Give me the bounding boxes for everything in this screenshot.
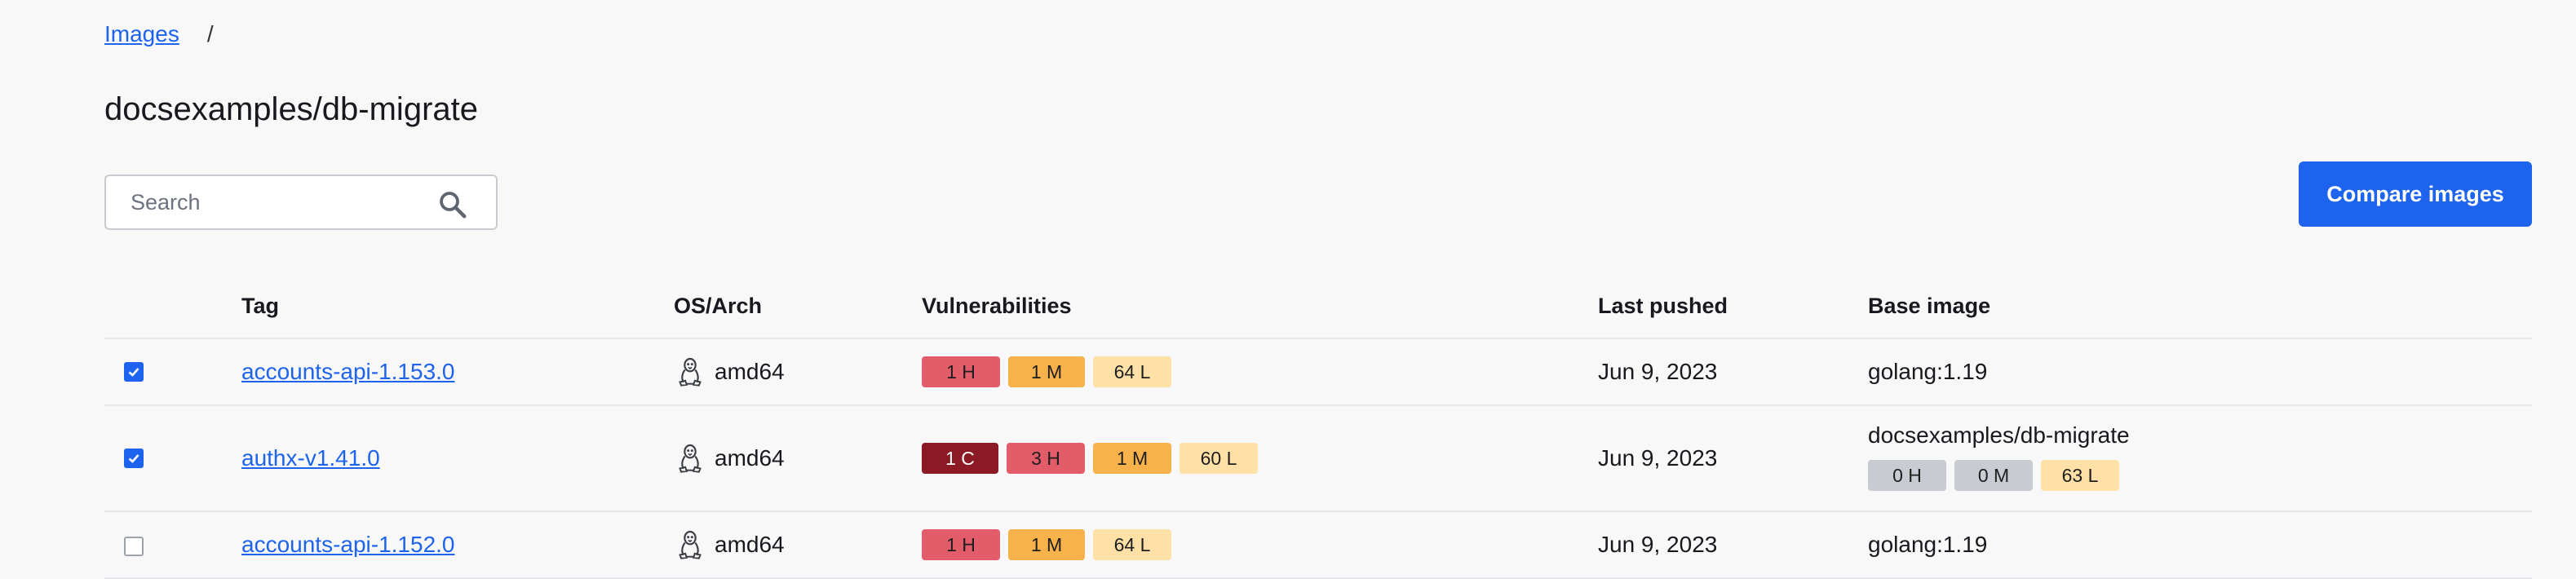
vulnerability-badges: 1 C 3 H 1 M 60 L — [922, 443, 1266, 474]
high-severity-badge: 1 H — [922, 356, 1000, 387]
medium-severity-badge: 0 M — [1954, 460, 2033, 491]
base-image-name: golang:1.19 — [1868, 532, 1988, 557]
high-severity-badge: 0 H — [1868, 460, 1946, 491]
base-image-name: golang:1.19 — [1868, 359, 1988, 384]
last-pushed-date: Jun 9, 2023 — [1598, 532, 1718, 557]
critical-severity-badge: 1 C — [922, 443, 998, 474]
compare-images-button[interactable]: Compare images — [2299, 161, 2532, 227]
tag-link[interactable]: accounts-api-1.153.0 — [241, 359, 455, 384]
search-icon[interactable] — [437, 189, 468, 220]
tag-link[interactable]: authx-v1.41.0 — [241, 445, 380, 471]
column-header-base-image: Base image — [1868, 294, 1991, 318]
search-box — [104, 175, 498, 230]
base-image-vulnerability-badges: 0 H 0 M 63 L — [1868, 460, 2127, 491]
page-title: docsexamples/db-migrate — [104, 91, 478, 127]
column-header-os-arch: OS/Arch — [674, 294, 763, 318]
os-arch: amd64 — [674, 356, 785, 388]
low-severity-badge: 60 L — [1180, 443, 1258, 474]
column-header-tag[interactable]: Tag — [241, 294, 279, 318]
tag-link[interactable]: accounts-api-1.152.0 — [241, 532, 455, 557]
breadcrumb-images-link[interactable]: Images — [104, 21, 179, 46]
table-row: accounts-api-1.153.0 amd64 1 H 1 M 64 L … — [104, 339, 2532, 406]
medium-severity-badge: 1 M — [1093, 443, 1171, 474]
high-severity-badge: 3 H — [1007, 443, 1085, 474]
checkmark-icon — [128, 368, 139, 377]
column-header-vulnerabilities: Vulnerabilities — [922, 294, 1072, 318]
table-header: Tag OS/Arch Vulnerabilities Last pushed … — [104, 277, 2532, 339]
linux-icon — [679, 444, 702, 473]
last-pushed-date: Jun 9, 2023 — [1598, 445, 1718, 471]
arch-label: amd64 — [715, 445, 785, 471]
low-severity-badge: 64 L — [1093, 356, 1171, 387]
tags-table: Tag OS/Arch Vulnerabilities Last pushed … — [104, 277, 2532, 579]
checkmark-icon — [128, 454, 139, 463]
breadcrumb-separator: / — [206, 21, 214, 46]
linux-icon — [679, 530, 702, 559]
high-severity-badge: 1 H — [922, 529, 1000, 560]
row-checkbox[interactable] — [124, 537, 144, 556]
arch-label: amd64 — [715, 359, 785, 384]
row-checkbox[interactable] — [124, 362, 144, 382]
checkbox-unchecked[interactable] — [124, 537, 144, 556]
breadcrumb: Images / — [104, 21, 214, 47]
base-image-name: docsexamples/db-migrate — [1868, 422, 2130, 448]
row-checkbox[interactable] — [124, 449, 144, 468]
os-arch: amd64 — [674, 528, 785, 561]
checkbox-checked[interactable] — [124, 449, 144, 468]
column-header-last-pushed[interactable]: Last pushed — [1598, 294, 1728, 318]
last-pushed-date: Jun 9, 2023 — [1598, 359, 1718, 384]
arch-label: amd64 — [715, 532, 785, 557]
low-severity-badge: 64 L — [1093, 529, 1171, 560]
vulnerability-badges: 1 H 1 M 64 L — [922, 356, 1180, 387]
checkbox-checked[interactable] — [124, 362, 144, 382]
low-severity-badge: 63 L — [2041, 460, 2119, 491]
search-input[interactable] — [106, 188, 426, 216]
linux-icon — [679, 357, 702, 387]
os-arch: amd64 — [674, 442, 785, 475]
medium-severity-badge: 1 M — [1008, 356, 1085, 387]
vulnerability-badges: 1 H 1 M 64 L — [922, 529, 1180, 560]
medium-severity-badge: 1 M — [1008, 529, 1085, 560]
table-row: authx-v1.41.0 amd64 1 C 3 H 1 M 60 L Jun… — [104, 406, 2532, 512]
table-row: accounts-api-1.152.0 amd64 1 H 1 M 64 L … — [104, 512, 2532, 579]
